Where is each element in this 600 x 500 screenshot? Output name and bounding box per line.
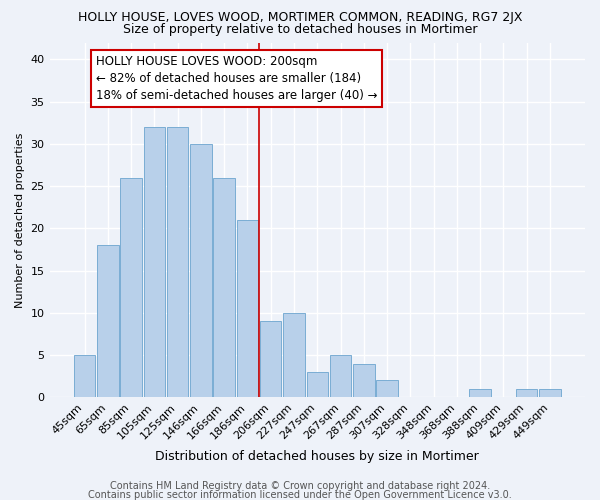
Bar <box>260 322 281 398</box>
X-axis label: Distribution of detached houses by size in Mortimer: Distribution of detached houses by size … <box>155 450 479 462</box>
Bar <box>353 364 374 398</box>
Bar <box>74 355 95 398</box>
Text: Contains HM Land Registry data © Crown copyright and database right 2024.: Contains HM Land Registry data © Crown c… <box>110 481 490 491</box>
Text: Size of property relative to detached houses in Mortimer: Size of property relative to detached ho… <box>123 22 477 36</box>
Bar <box>283 313 305 398</box>
Bar <box>121 178 142 398</box>
Bar <box>237 220 258 398</box>
Text: HOLLY HOUSE LOVES WOOD: 200sqm
← 82% of detached houses are smaller (184)
18% of: HOLLY HOUSE LOVES WOOD: 200sqm ← 82% of … <box>96 55 378 102</box>
Bar <box>516 389 538 398</box>
Bar <box>376 380 398 398</box>
Y-axis label: Number of detached properties: Number of detached properties <box>15 132 25 308</box>
Bar <box>469 389 491 398</box>
Text: HOLLY HOUSE, LOVES WOOD, MORTIMER COMMON, READING, RG7 2JX: HOLLY HOUSE, LOVES WOOD, MORTIMER COMMON… <box>78 11 522 24</box>
Bar <box>97 246 119 398</box>
Text: Contains public sector information licensed under the Open Government Licence v3: Contains public sector information licen… <box>88 490 512 500</box>
Bar <box>330 355 351 398</box>
Bar <box>167 127 188 398</box>
Bar <box>190 144 212 398</box>
Bar <box>143 127 165 398</box>
Bar <box>307 372 328 398</box>
Bar <box>539 389 560 398</box>
Bar <box>214 178 235 398</box>
